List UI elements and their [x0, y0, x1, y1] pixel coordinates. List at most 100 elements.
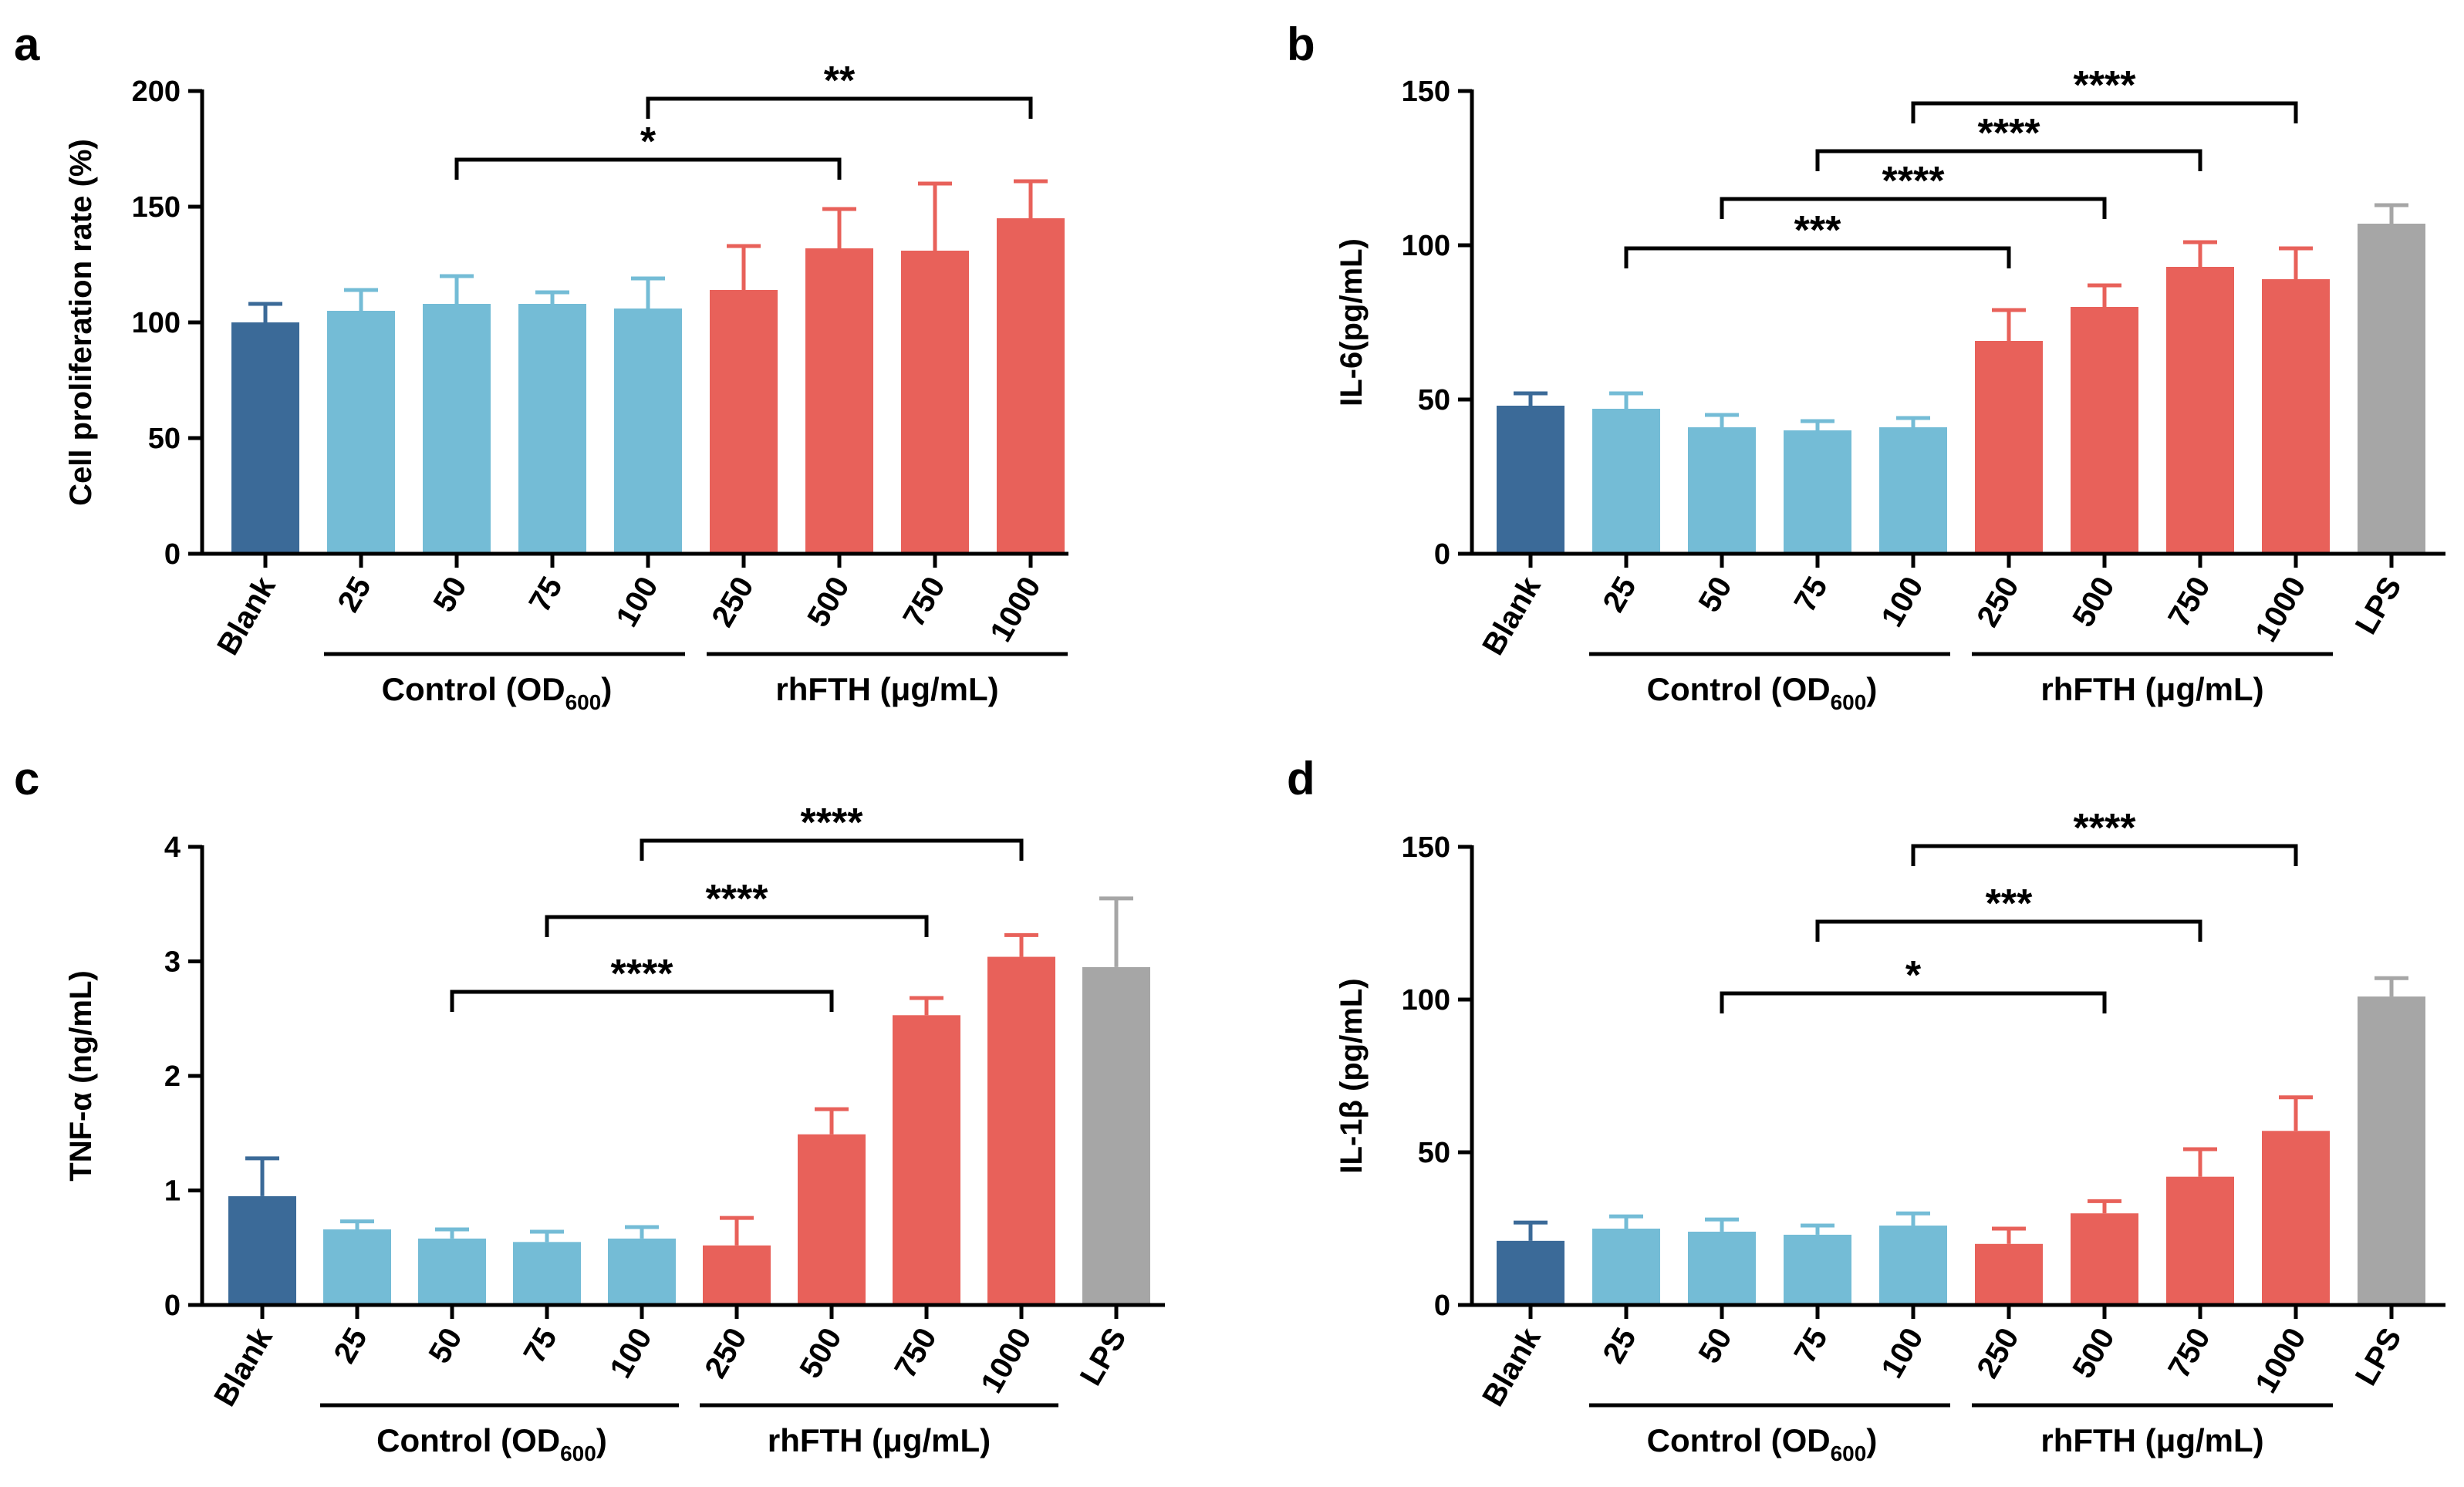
- x-tick-label: 1000: [2249, 572, 2313, 648]
- significance-label: ****: [2074, 63, 2137, 108]
- y-tick-label: 50: [1418, 384, 1450, 416]
- x-tick-label: Blank: [211, 571, 282, 661]
- x-tick-label: 50: [1692, 572, 1738, 619]
- panel-letter: b: [1287, 19, 1315, 70]
- x-tick-label: LPS: [2349, 1323, 2408, 1391]
- x-tick-label: 750: [2162, 1323, 2216, 1384]
- y-tick-label: 3: [164, 946, 181, 979]
- bar-blank: [228, 1195, 296, 1305]
- significance-label: *: [1905, 953, 1922, 998]
- x-tick-label: 75: [1787, 572, 1834, 619]
- significance-bracket: [646, 96, 1033, 119]
- y-tick-label: 2: [164, 1060, 181, 1093]
- x-tick-label: 500: [801, 572, 856, 633]
- significance-label: ****: [2074, 806, 2137, 851]
- bar-25: [327, 311, 395, 554]
- bar-50: [423, 304, 491, 554]
- x-tick-label: LPS: [1074, 1323, 1133, 1391]
- y-axis-label: IL-6(pg/mL): [1335, 238, 1369, 406]
- x-tick-label: 75: [522, 572, 569, 619]
- significance-label: ****: [801, 801, 864, 845]
- y-tick-label: 0: [1434, 538, 1450, 571]
- x-tick-label: 500: [2066, 1323, 2121, 1384]
- bar-250: [710, 290, 778, 554]
- bar-75: [518, 304, 586, 554]
- significance-bracket: [454, 157, 842, 180]
- chart-panel-c: c 0 1 2 3 4 Blank 25 50 75 100 250 500 750 1000 LPS TNF-…: [14, 753, 1165, 1465]
- bar-blank: [1497, 1240, 1564, 1305]
- bar-75: [1784, 1234, 1851, 1305]
- x-tick-label: 750: [896, 572, 951, 633]
- significance-bracket: [450, 990, 834, 1012]
- x-tick-label: 25: [331, 572, 377, 619]
- bar-100: [1879, 427, 1947, 554]
- bar-blank: [231, 322, 299, 554]
- bar-lps: [2358, 996, 2425, 1305]
- x-tick-label: Blank: [1476, 571, 1548, 661]
- x-tick-label: 750: [888, 1323, 943, 1384]
- x-tick-label: 50: [427, 572, 473, 619]
- bar-500: [805, 248, 873, 554]
- y-axis-label: Cell proliferation rate (%): [64, 139, 98, 506]
- significance-bracket: [1911, 844, 2298, 866]
- significance-bracket: [545, 915, 929, 937]
- x-tick-label: 250: [698, 1323, 753, 1384]
- control-group-label: Control (OD600): [1647, 1422, 1878, 1465]
- bar-250: [1975, 341, 2043, 554]
- x-tick-label: 250: [1970, 572, 2025, 633]
- x-tick-label: 500: [793, 1323, 848, 1384]
- bar-100: [608, 1238, 676, 1305]
- bar-750: [901, 251, 969, 554]
- chart-panel-a: a 0 50 100 150 200 Blank 25 50 75 100 250 500 750 1000…: [14, 19, 1068, 714]
- significance-label: **: [824, 59, 856, 103]
- bar-blank: [1497, 406, 1564, 554]
- x-tick-label: 25: [1596, 1323, 1642, 1370]
- x-tick-label: 100: [609, 572, 664, 633]
- bar-1000: [997, 218, 1065, 554]
- x-tick-label: 750: [2162, 572, 2216, 633]
- y-tick-label: 100: [1402, 230, 1450, 262]
- y-tick-label: 1: [164, 1175, 181, 1208]
- chart-panel-d: d 0 50 100 150 Blank 25 50 75 100 250 500 750 1000 LPS…: [1287, 753, 2445, 1465]
- significance-bracket: [1815, 149, 2202, 171]
- y-tick-label: 4: [164, 831, 181, 864]
- bar-250: [703, 1245, 771, 1305]
- significance-bracket: [1815, 919, 2202, 942]
- bar-1000: [2262, 279, 2330, 554]
- x-tick-label: 100: [1875, 1323, 1929, 1384]
- x-tick-label: 1000: [974, 1323, 1038, 1399]
- x-tick-label: Blank: [208, 1322, 279, 1412]
- x-tick-label: 75: [1787, 1323, 1834, 1370]
- control-group-label: Control (OD600): [376, 1422, 607, 1465]
- x-tick-label: 1000: [2249, 1323, 2313, 1399]
- significance-bracket: [1720, 197, 2107, 219]
- bar-750: [2166, 267, 2234, 554]
- bar-50: [1688, 427, 1756, 554]
- x-tick-label: 75: [517, 1323, 563, 1370]
- x-tick-label: 50: [1692, 1323, 1738, 1370]
- panel-letter: c: [14, 753, 39, 804]
- bar-25: [1592, 409, 1660, 554]
- rhfth-group-label: rhFTH (μg/mL): [775, 671, 998, 707]
- panel-letter: d: [1287, 753, 1315, 804]
- y-tick-label: 150: [1402, 831, 1450, 864]
- y-tick-label: 200: [132, 76, 181, 108]
- rhfth-group-label: rhFTH (μg/mL): [2040, 671, 2263, 707]
- rhfth-group-label: rhFTH (μg/mL): [2040, 1422, 2263, 1458]
- y-tick-label: 50: [148, 423, 181, 455]
- significance-label: ****: [1882, 159, 1946, 204]
- x-tick-label: 25: [1596, 572, 1642, 619]
- y-tick-label: 0: [1434, 1290, 1450, 1322]
- x-tick-label: 100: [603, 1323, 658, 1384]
- bar-500: [2071, 1213, 2138, 1305]
- y-axis-label: TNF-α (ng/mL): [64, 970, 98, 1181]
- bar-50: [418, 1238, 486, 1305]
- y-tick-label: 50: [1418, 1137, 1450, 1169]
- x-tick-label: Blank: [1476, 1322, 1548, 1412]
- bar-500: [798, 1134, 866, 1305]
- bar-50: [1688, 1231, 1756, 1305]
- x-tick-label: 250: [1970, 1323, 2025, 1384]
- y-tick-label: 150: [132, 191, 181, 224]
- y-axis-label: IL-1β (pg/mL): [1335, 978, 1369, 1173]
